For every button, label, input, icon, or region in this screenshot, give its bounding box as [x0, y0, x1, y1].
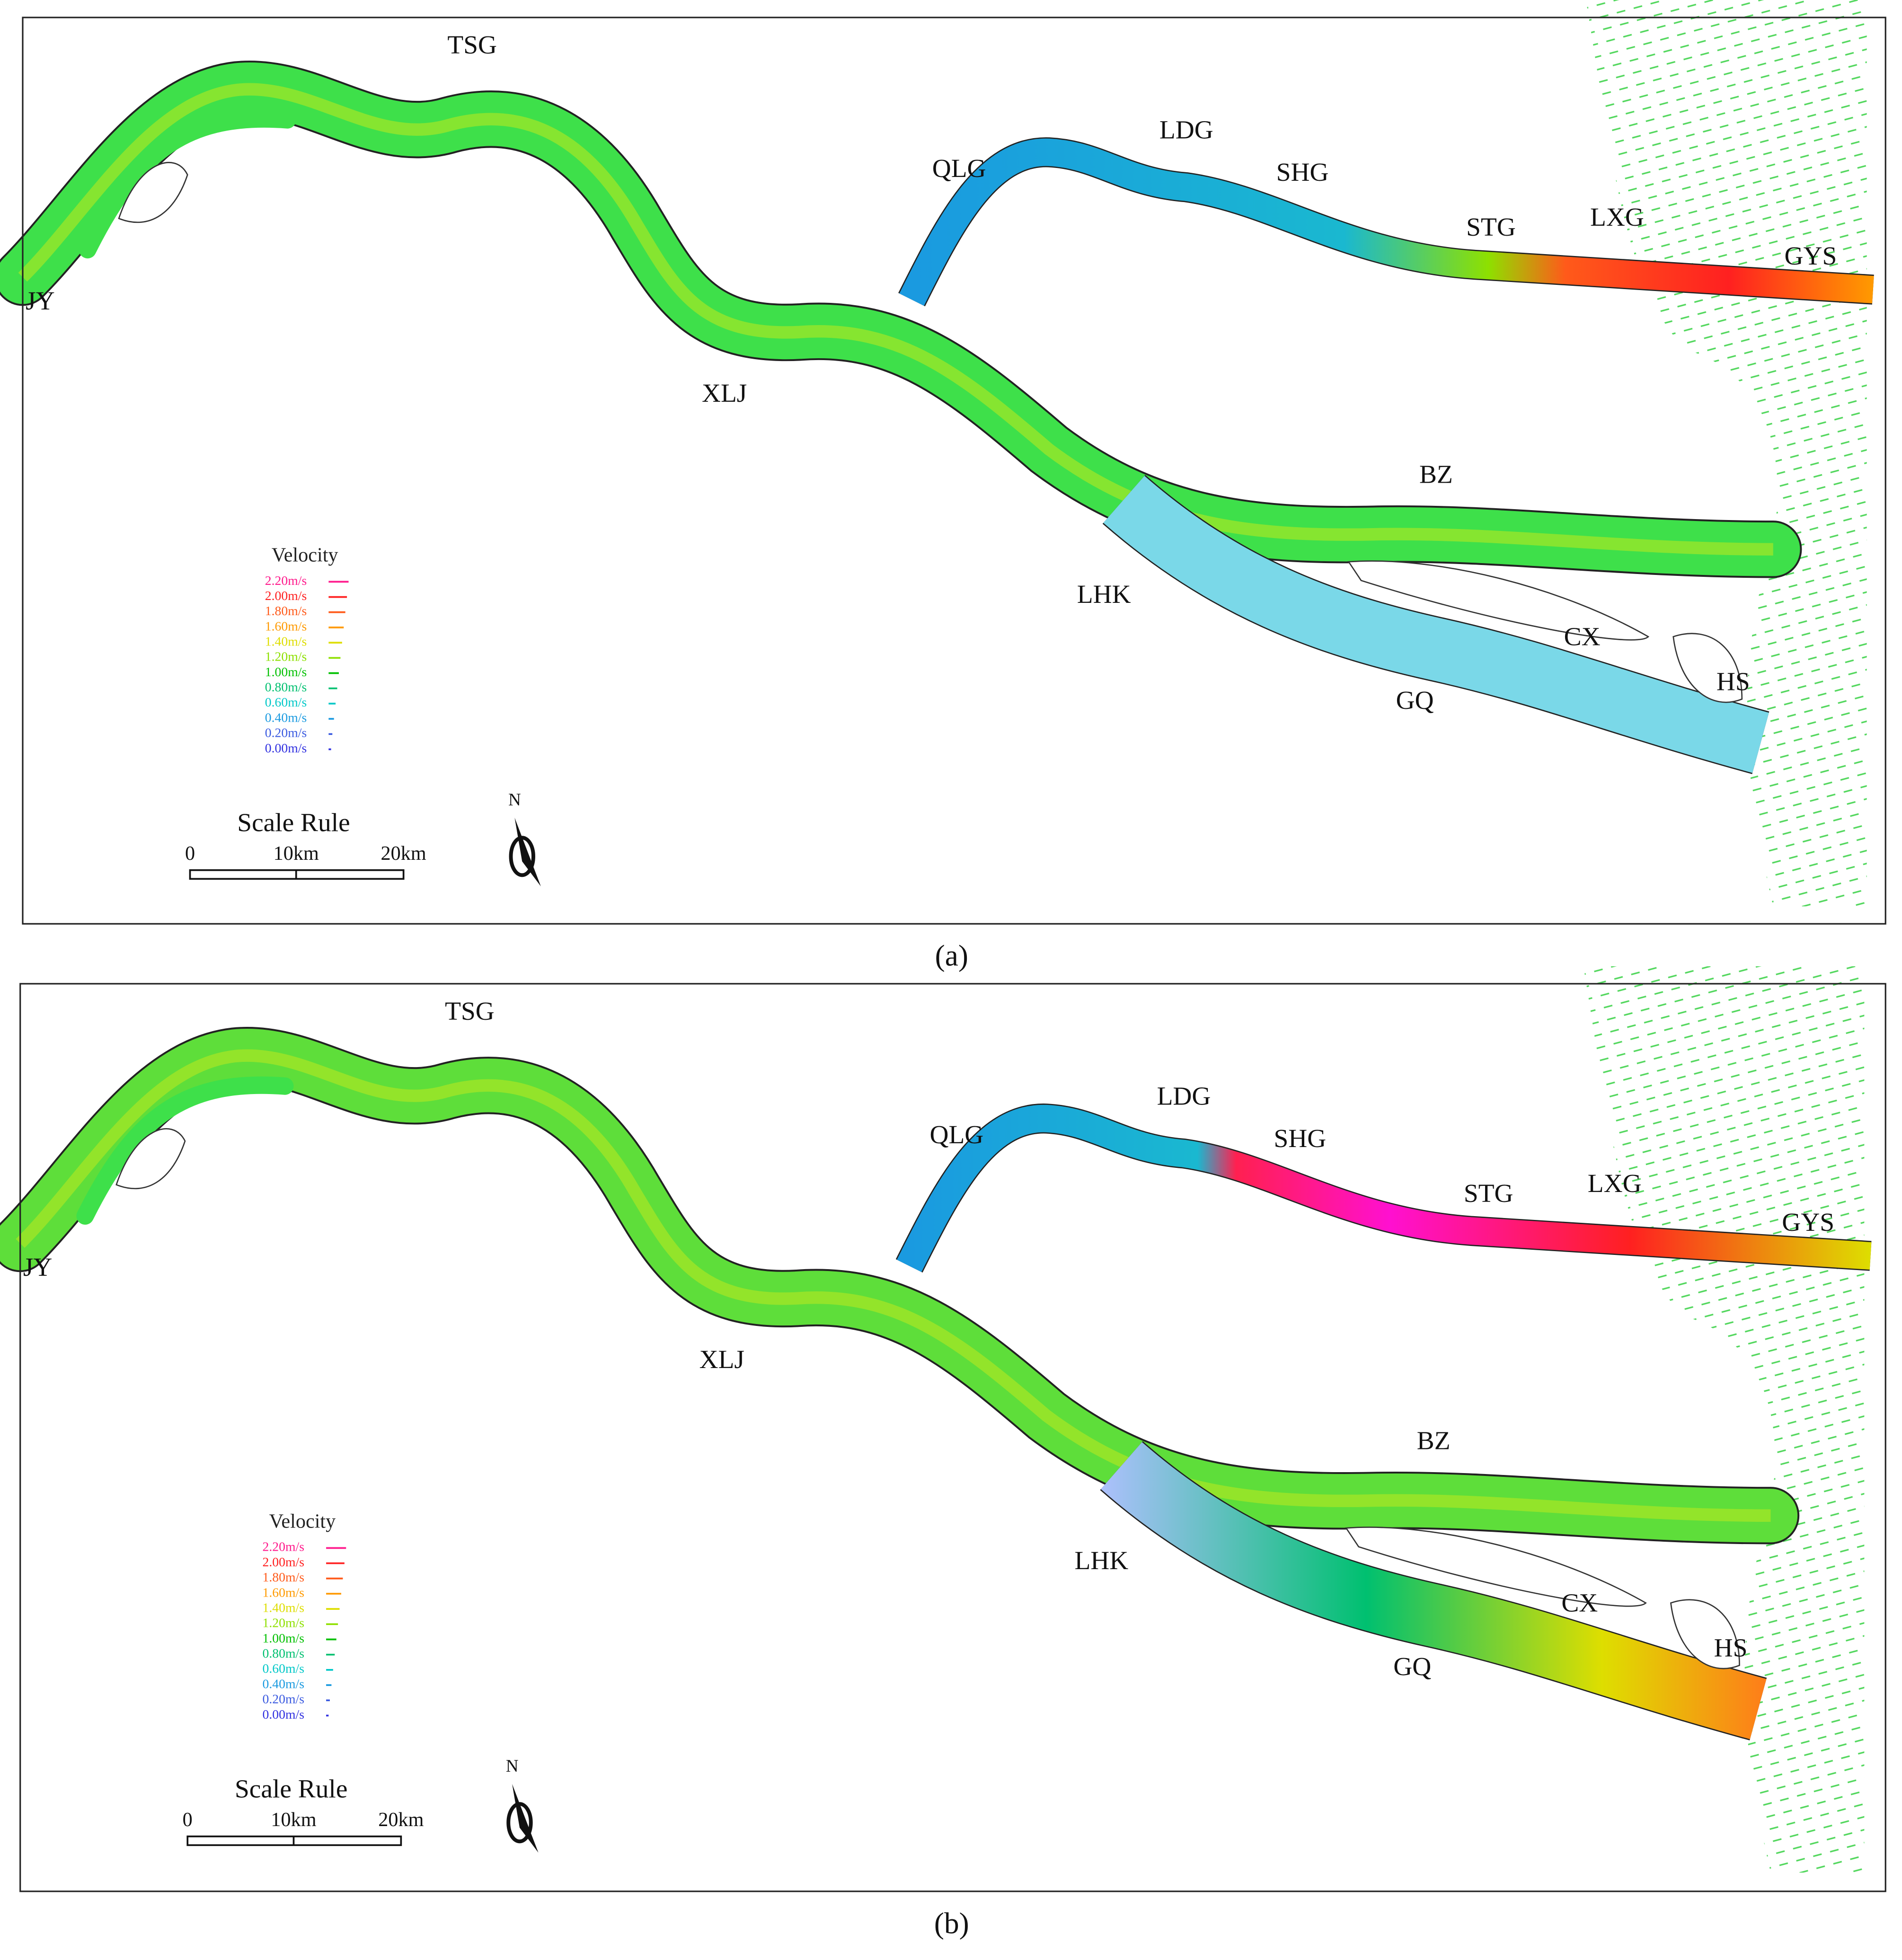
- legend-label: 1.00m/s: [263, 1631, 304, 1645]
- place-label: CX: [1561, 1588, 1598, 1617]
- place-label: XLJ: [702, 379, 747, 407]
- place-label: SHG: [1276, 158, 1329, 186]
- panel-frame: [19, 983, 1886, 1892]
- legend-label: 1.60m/s: [263, 1585, 304, 1599]
- place-label: TSG: [447, 30, 497, 59]
- legend-label: 1.60m/s: [265, 618, 307, 633]
- scale-tick: 10km: [274, 842, 319, 865]
- legend-label: 2.00m/s: [265, 588, 307, 603]
- map-panel: TSG QLG LDG SHG STG LXG GYS JY XLJ BZ LHK CX HS GQ Vel…: [0, 0, 1874, 907]
- place-label: HS: [1714, 1633, 1748, 1662]
- legend-label: 1.20m/s: [265, 649, 307, 664]
- place-label: GQ: [1396, 686, 1434, 715]
- place-label: QLG: [929, 1120, 983, 1149]
- place-label: GYS: [1785, 241, 1837, 270]
- legend-label: 0.40m/s: [265, 710, 307, 724]
- legend-label: 0.60m/s: [265, 695, 307, 709]
- legend-label: 0.00m/s: [263, 1707, 304, 1722]
- place-label: GQ: [1393, 1652, 1431, 1681]
- scale-tick: 20km: [378, 1809, 424, 1831]
- north-label: N: [506, 1756, 519, 1775]
- island: [115, 1128, 186, 1190]
- south-channel: [1103, 476, 1769, 773]
- place-label: STG: [1466, 212, 1516, 241]
- place-label: LDG: [1159, 115, 1213, 144]
- upper-branch: [76, 1076, 294, 1225]
- compass-needle: [514, 818, 541, 887]
- scale-tick: 20km: [381, 842, 426, 865]
- place-label: TSG: [445, 997, 495, 1025]
- place-label: BZ: [1419, 460, 1453, 489]
- place-label: LXG: [1588, 1169, 1642, 1198]
- legend-label: 0.60m/s: [263, 1661, 304, 1676]
- panel-caption: (b): [934, 1907, 969, 1940]
- legend-label: 1.40m/s: [263, 1600, 304, 1615]
- map-panel: TSG QLG LDG SHG STG LXG GYS JY XLJ BZ LHK CX HS GQ Vel…: [0, 966, 1872, 1873]
- island: [118, 162, 188, 223]
- place-label: LHK: [1077, 580, 1131, 609]
- place-label: JY: [23, 1253, 53, 1281]
- north-label: N: [508, 790, 521, 809]
- scale-title: Scale Rule: [235, 1775, 347, 1803]
- legend-label: 0.80m/s: [263, 1646, 304, 1660]
- upper-branch: [79, 110, 296, 259]
- legend-label: 2.20m/s: [263, 1539, 304, 1554]
- main-core: [16, 1049, 1771, 1522]
- main-channel: [0, 1028, 1798, 1543]
- legend-label: 0.20m/s: [263, 1692, 304, 1706]
- scale-title: Scale Rule: [237, 808, 350, 837]
- place-label: LDG: [1157, 1081, 1211, 1110]
- north-channel: [897, 1104, 1872, 1272]
- place-label: JY: [26, 286, 55, 315]
- north-channel: [899, 138, 1874, 306]
- place-label: QLG: [932, 154, 986, 183]
- sea-vectors: [1583, 966, 1865, 1873]
- scale-tick: 0: [185, 842, 195, 865]
- place-label: STG: [1464, 1179, 1513, 1208]
- legend-label: 2.20m/s: [265, 573, 307, 588]
- island: [1345, 1527, 1647, 1607]
- legend-label: 1.80m/s: [265, 603, 307, 618]
- island: [1670, 1599, 1740, 1669]
- scale-tick: 10km: [271, 1809, 316, 1831]
- place-label: SHG: [1274, 1124, 1326, 1153]
- scale-tick: 0: [183, 1809, 193, 1831]
- legend-label: 1.20m/s: [263, 1616, 304, 1630]
- legend-label: 0.80m/s: [265, 680, 307, 694]
- island: [1347, 560, 1650, 641]
- south-channel: [1101, 1442, 1767, 1739]
- place-label: HS: [1716, 667, 1750, 696]
- place-label: BZ: [1417, 1426, 1451, 1455]
- legend-label: 1.40m/s: [265, 634, 307, 649]
- legend-title: Velocity: [272, 544, 338, 566]
- legend-label: 1.80m/s: [263, 1570, 304, 1584]
- panel-frame: [22, 17, 1886, 925]
- main-channel: [0, 62, 1800, 576]
- sea-vectors: [1586, 0, 1867, 907]
- island: [1672, 633, 1743, 703]
- legend-label: 0.00m/s: [265, 741, 307, 755]
- place-label: LXG: [1590, 203, 1644, 231]
- panel-caption: (a): [935, 939, 968, 972]
- place-label: LHK: [1074, 1546, 1128, 1575]
- legend-label: 2.00m/s: [263, 1554, 304, 1569]
- main-core: [18, 83, 1773, 556]
- place-label: GYS: [1782, 1208, 1834, 1236]
- legend-title: Velocity: [269, 1510, 336, 1532]
- place-label: XLJ: [699, 1345, 744, 1374]
- legend-label: 0.40m/s: [263, 1676, 304, 1691]
- legend-label: 1.00m/s: [265, 664, 307, 679]
- place-label: CX: [1564, 622, 1601, 651]
- legend-label: 0.20m/s: [265, 725, 307, 740]
